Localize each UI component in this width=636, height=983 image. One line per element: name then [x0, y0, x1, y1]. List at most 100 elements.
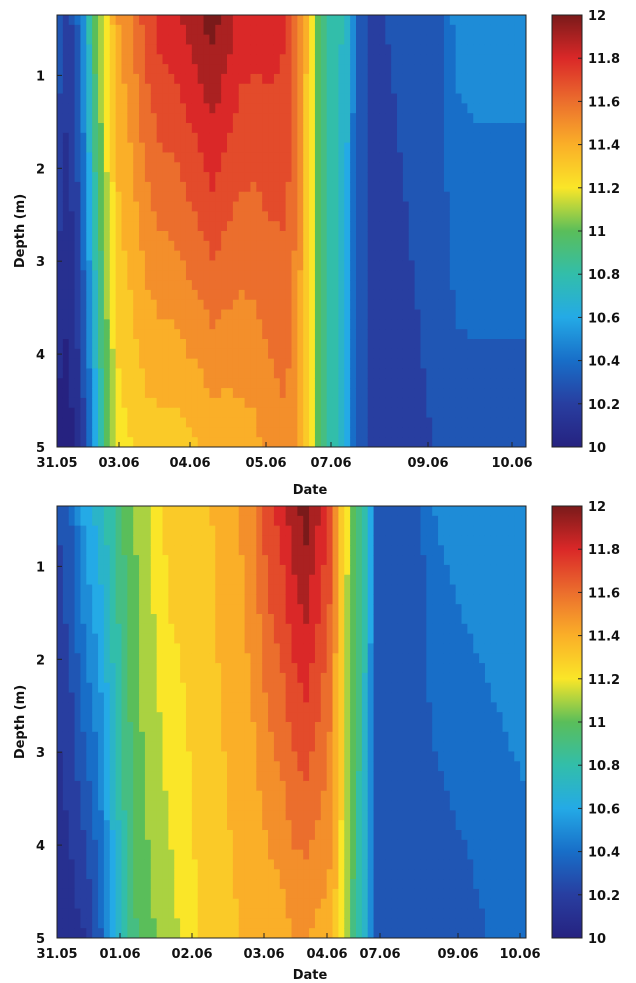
contour-cell	[221, 859, 228, 870]
contour-cell	[473, 289, 480, 301]
contour-cell	[156, 525, 164, 537]
contour-cell	[361, 437, 369, 447]
contour-cell	[355, 397, 363, 409]
contour-cell	[139, 869, 146, 880]
contour-cell	[180, 132, 187, 144]
contour-cell	[262, 172, 269, 183]
contour-cell	[332, 103, 339, 114]
contour-cell	[98, 682, 105, 694]
contour-cell	[250, 93, 257, 104]
contour-cell	[244, 142, 252, 154]
contour-cell	[484, 240, 492, 252]
contour-cell	[174, 888, 181, 900]
contour-cell	[490, 289, 498, 301]
contour-cell	[215, 103, 222, 114]
contour-cell	[256, 64, 263, 75]
contour-cell	[156, 378, 164, 389]
contour-cell	[303, 260, 310, 271]
contour-cell	[514, 427, 521, 438]
contour-cell	[156, 653, 164, 664]
contour-cell	[350, 231, 357, 242]
contour-cell	[297, 329, 304, 340]
contour-cell	[373, 113, 381, 124]
contour-cell	[162, 555, 169, 566]
contour-cell	[68, 594, 76, 605]
contour-cell	[92, 280, 99, 291]
contour-cell	[203, 722, 211, 733]
contour-cell	[391, 250, 398, 262]
contour-cell	[162, 113, 169, 124]
contour-cell	[150, 299, 158, 311]
contour-cell	[373, 231, 381, 242]
contour-cell	[314, 132, 322, 144]
contour-cell	[98, 898, 105, 910]
contour-cell	[103, 260, 111, 271]
contour-cell	[127, 221, 134, 232]
contour-cell	[80, 34, 87, 46]
contour-cell	[350, 348, 357, 360]
contour-cell	[490, 93, 498, 104]
contour-cell	[144, 712, 152, 723]
contour-cell	[115, 594, 123, 605]
contour-cell	[496, 162, 504, 173]
contour-cell	[209, 437, 216, 447]
contour-cell	[379, 34, 386, 46]
contour-cell	[109, 761, 117, 772]
contour-cell	[115, 908, 123, 919]
contour-cell	[150, 879, 158, 890]
contour-cell	[490, 231, 498, 242]
contour-cell	[197, 859, 205, 870]
contour-cell	[408, 250, 416, 262]
contour-cell	[473, 24, 480, 36]
contour-cell	[92, 289, 99, 301]
contour-cell	[279, 221, 287, 232]
contour-cell	[185, 506, 193, 517]
contour-cell	[367, 123, 375, 134]
contour-cell	[508, 132, 515, 144]
contour-cell	[74, 270, 82, 281]
contour-cell	[326, 231, 334, 242]
contour-cell	[150, 859, 158, 870]
contour-cell	[443, 329, 451, 340]
contour-cell	[373, 142, 381, 154]
contour-cell	[57, 73, 64, 85]
contour-cell	[168, 181, 175, 193]
contour-cell	[139, 339, 146, 350]
contour-cell	[144, 761, 152, 772]
contour-cell	[68, 820, 76, 831]
contour-cell	[490, 221, 498, 232]
contour-cell	[373, 378, 381, 389]
contour-cell	[92, 397, 99, 409]
contour-cell	[332, 240, 339, 252]
contour-cell	[227, 918, 234, 929]
contour-cell	[197, 358, 205, 370]
contour-cell	[520, 44, 526, 55]
contour-cell	[121, 515, 128, 527]
contour-cell	[57, 221, 64, 232]
contour-cell	[180, 623, 187, 635]
contour-cell	[221, 270, 228, 281]
contour-cell	[373, 83, 381, 95]
contour-cell	[373, 103, 381, 114]
contour-cell	[350, 427, 357, 438]
contour-cell	[268, 44, 275, 55]
contour-cell	[98, 771, 105, 782]
contour-cell	[285, 368, 293, 379]
contour-cell	[309, 83, 316, 95]
contour-cell	[420, 378, 427, 389]
contour-cell	[127, 348, 134, 360]
contour-cell	[285, 172, 293, 183]
contour-cell	[479, 417, 486, 428]
contour-cell	[414, 54, 422, 65]
contour-cell	[303, 378, 310, 389]
contour-cell	[420, 358, 427, 370]
contour-cell	[514, 309, 521, 320]
contour-cell	[86, 859, 93, 870]
contour-cell	[103, 643, 111, 654]
contour-cell	[385, 44, 392, 55]
contour-cell	[156, 623, 164, 635]
contour-cell	[80, 761, 87, 772]
contour-cell	[162, 397, 169, 409]
contour-cell	[408, 221, 416, 232]
